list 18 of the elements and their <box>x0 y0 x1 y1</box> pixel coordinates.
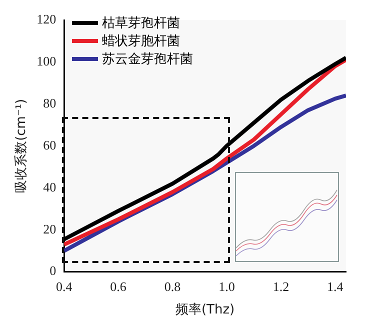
x-tick-label: 1.4 <box>327 279 344 294</box>
legend-label: 蜡状芽胞杆菌 <box>102 32 180 50</box>
y-tick-label: 120 <box>36 11 56 26</box>
x-tick-label: 1.0 <box>218 279 235 294</box>
y-tick-label: 80 <box>43 95 56 110</box>
x-axis-title: 频率(Thz) <box>175 302 235 318</box>
x-tick-label: 0.6 <box>110 279 127 294</box>
y-tick-label: 20 <box>43 221 56 236</box>
y-axis-title: 吸收系数(cm⁻¹) <box>14 98 30 193</box>
legend-label: 苏云金芽孢杆菌 <box>102 50 194 68</box>
x-tick-label: 0.4 <box>56 279 73 294</box>
y-tick-label: 40 <box>43 179 56 194</box>
y-tick-label: 60 <box>43 137 56 152</box>
x-tick-label: 1.2 <box>272 279 290 294</box>
y-tick-label: 100 <box>36 53 56 68</box>
y-tick-label: 0 <box>50 263 56 278</box>
legend-label: 枯草芽孢杆菌 <box>102 14 180 32</box>
x-tick-label: 0.8 <box>164 279 181 294</box>
